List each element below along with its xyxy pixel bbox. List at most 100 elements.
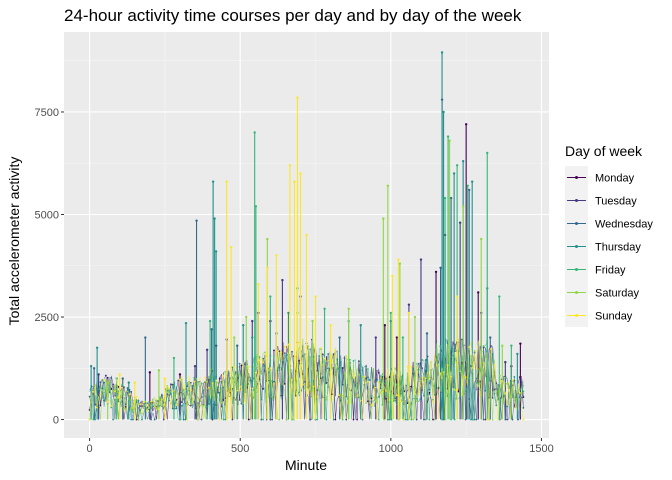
- data-point: [171, 390, 174, 393]
- data-point: [506, 382, 509, 385]
- x-tick-label: 0: [87, 443, 93, 455]
- spike-point: [118, 373, 121, 376]
- data-point: [338, 394, 340, 397]
- data-point: [200, 399, 203, 401]
- data-point: [370, 404, 373, 407]
- spike-point: [172, 356, 176, 360]
- data-point: [247, 418, 250, 421]
- data-point: [126, 390, 129, 393]
- legend-item-monday: Monday: [565, 166, 635, 189]
- data-point: [197, 418, 199, 421]
- data-point: [182, 387, 185, 390]
- data-point: [415, 418, 418, 421]
- legend-item-saturday: Saturday: [565, 281, 640, 304]
- data-point: [193, 377, 196, 379]
- legend-item-tuesday: Tuesday: [565, 189, 637, 212]
- data-point: [204, 376, 207, 379]
- data-point: [220, 380, 223, 383]
- spike-point: [210, 328, 213, 331]
- data-point: [240, 388, 243, 391]
- data-point: [482, 361, 485, 364]
- x-axis-title: Minute: [285, 457, 327, 473]
- data-point: [110, 405, 113, 407]
- data-point: [423, 418, 425, 421]
- data-point: [515, 407, 518, 409]
- data-point: [110, 377, 113, 379]
- data-point: [435, 387, 438, 390]
- spike-point: [395, 336, 399, 339]
- data-point: [345, 418, 348, 421]
- data-point: [424, 359, 427, 361]
- data-point: [303, 387, 306, 390]
- spike-point: [443, 196, 447, 200]
- spike-point: [461, 205, 465, 208]
- data-point: [406, 418, 409, 421]
- x-tick-label: 500: [231, 443, 249, 455]
- data-point: [385, 389, 387, 392]
- data-point: [103, 378, 105, 381]
- data-point: [442, 371, 445, 374]
- spike-point: [95, 346, 99, 349]
- data-point: [385, 394, 387, 397]
- spike-point: [440, 51, 444, 54]
- data-point: [262, 361, 265, 364]
- spike-point: [92, 367, 96, 370]
- spike-point: [314, 295, 317, 298]
- data-point: [303, 353, 306, 356]
- data-point: [103, 398, 105, 401]
- data-point: [161, 398, 163, 401]
- data-point: [325, 382, 328, 384]
- data-point: [321, 363, 324, 366]
- spike-point: [391, 274, 394, 278]
- spike-point: [516, 352, 519, 356]
- data-point: [218, 418, 221, 421]
- data-point: [139, 410, 142, 412]
- data-point: [495, 404, 498, 407]
- data-point: [482, 418, 485, 421]
- spike-point: [461, 159, 465, 163]
- data-point: [124, 410, 127, 412]
- data-point: [509, 395, 512, 398]
- data-point: [193, 380, 196, 383]
- data-point: [437, 386, 440, 389]
- data-point: [180, 401, 183, 404]
- data-point: [130, 391, 133, 393]
- data-point: [459, 395, 462, 398]
- spike-point: [288, 164, 292, 167]
- spike-point: [439, 266, 442, 270]
- spike-point: [455, 164, 459, 167]
- legend-label: Friday: [595, 265, 626, 277]
- data-point: [468, 376, 471, 379]
- data-point: [200, 418, 203, 421]
- data-point: [95, 398, 98, 400]
- data-point: [334, 418, 337, 421]
- data-point: [198, 404, 201, 407]
- data-point: [491, 418, 494, 421]
- data-point: [426, 379, 429, 382]
- data-point: [206, 380, 208, 383]
- data-point: [470, 418, 472, 421]
- data-point: [193, 400, 196, 403]
- data-point: [276, 367, 279, 370]
- data-point: [450, 375, 452, 378]
- data-point: [365, 365, 368, 368]
- data-point: [197, 402, 199, 404]
- spike-point: [407, 303, 411, 306]
- data-point: [157, 408, 160, 411]
- data-point: [453, 388, 456, 391]
- data-point: [464, 389, 467, 392]
- data-point: [139, 403, 142, 406]
- data-point: [376, 379, 378, 381]
- data-point: [218, 399, 221, 402]
- data-point: [278, 350, 281, 353]
- x-tick-label: 1000: [379, 443, 403, 455]
- spike-point: [519, 342, 522, 345]
- data-point: [330, 355, 333, 357]
- data-point: [457, 390, 460, 393]
- spike-point: [157, 369, 161, 372]
- data-point: [206, 405, 208, 408]
- data-point: [359, 399, 362, 402]
- data-point: [316, 396, 319, 398]
- data-point: [358, 396, 360, 399]
